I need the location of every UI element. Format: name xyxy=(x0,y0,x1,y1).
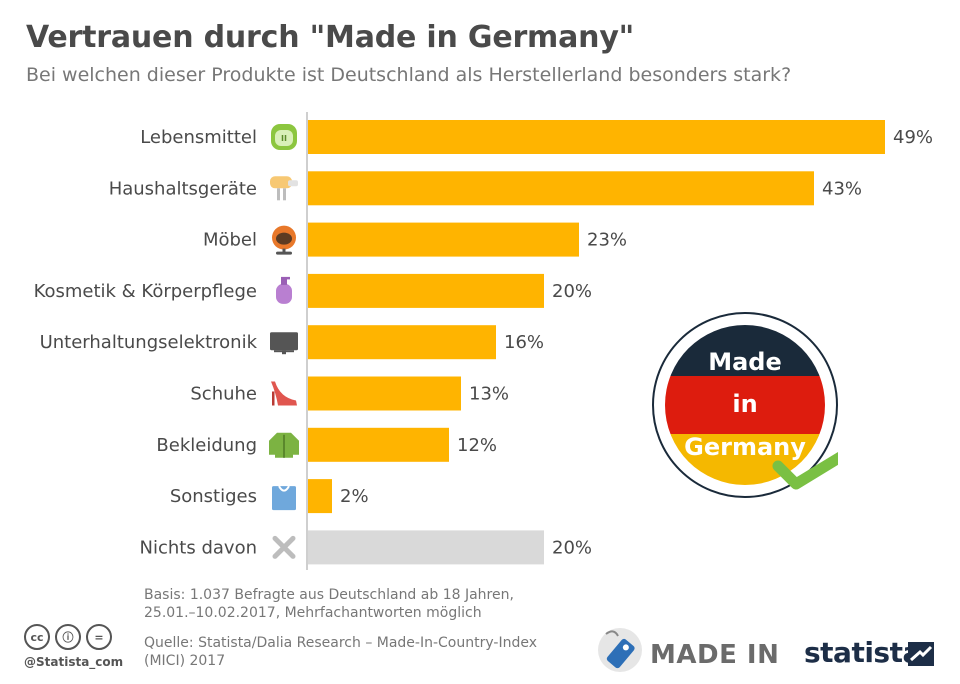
made-in-text: MADE IN xyxy=(650,640,780,670)
bars-group: Lebensmittel 49% Haushaltsgeräte 43% Möbel 23… xyxy=(34,120,933,565)
bar xyxy=(308,171,814,206)
category-label: Haushaltsgeräte xyxy=(109,178,257,199)
statista-brand[interactable]: statista xyxy=(804,636,921,669)
footnote-basis: Basis: 1.037 Befragte aus Deutschland ab… xyxy=(144,587,514,621)
bar xyxy=(308,427,449,462)
category-label: Kosmetik & Körperpflege xyxy=(34,281,257,302)
bar xyxy=(308,120,885,154)
category-label: Möbel xyxy=(203,230,257,251)
jacket-icon xyxy=(269,432,299,458)
bar xyxy=(308,273,544,308)
checkmark-icon xyxy=(772,451,838,490)
value-label: 13% xyxy=(469,384,509,405)
bar xyxy=(308,530,544,565)
bar-row: Schuhe 13% xyxy=(190,376,509,411)
bar xyxy=(308,376,461,411)
category-label: Lebensmittel xyxy=(140,127,257,148)
value-label: 23% xyxy=(587,230,627,251)
badge-line-in: in xyxy=(732,390,757,418)
cross-icon xyxy=(272,535,296,559)
made-in-germany-badge: Made in Germany xyxy=(652,312,838,498)
value-label: 20% xyxy=(552,537,592,558)
bar-row: Bekleidung 12% xyxy=(156,427,497,462)
category-label: Sonstiges xyxy=(170,486,257,507)
high-heel-icon xyxy=(271,381,297,406)
category-label: Unterhaltungselektronik xyxy=(40,332,258,353)
value-label: 2% xyxy=(340,486,369,507)
chair-icon xyxy=(272,225,296,255)
bar-row: Nichts davon 20% xyxy=(140,530,592,565)
bar xyxy=(308,479,332,514)
category-label: Schuhe xyxy=(190,384,257,405)
chart-title: Vertrauen durch "Made in Germany" xyxy=(26,20,635,55)
no-derivatives-icon[interactable]: = xyxy=(86,624,112,650)
bar-chart: Lebensmittel 49% Haushaltsgeräte 43% Möbel 23… xyxy=(34,112,933,570)
value-label: 12% xyxy=(457,435,497,456)
bar-row: Haushaltsgeräte 43% xyxy=(109,171,862,206)
value-label: 16% xyxy=(504,332,544,353)
badge-line-made: Made xyxy=(708,348,782,376)
apple-icon xyxy=(271,124,297,150)
statista-logo-icon xyxy=(908,642,934,666)
chart-subtitle: Bei welchen dieser Produkte ist Deutschl… xyxy=(26,64,792,86)
cc-icon[interactable]: cc xyxy=(24,624,50,650)
twitter-handle[interactable]: @Statista_com xyxy=(24,655,124,669)
value-label: 20% xyxy=(552,281,592,302)
bar xyxy=(308,222,579,257)
value-label: 49% xyxy=(893,127,933,148)
bar-row: Lebensmittel 49% xyxy=(140,120,933,154)
category-label: Nichts davon xyxy=(140,537,257,558)
made-in-logo[interactable]: MADE IN xyxy=(596,626,780,676)
value-label: 43% xyxy=(822,178,862,199)
price-tag-icon xyxy=(598,628,642,672)
category-label: Bekleidung xyxy=(156,435,257,456)
license-icons: cc ⓘ = xyxy=(24,624,112,650)
attribution-icon[interactable]: ⓘ xyxy=(55,624,81,650)
bar-row: Unterhaltungselektronik 16% xyxy=(40,325,544,360)
bar-row: Kosmetik & Körperpflege 20% xyxy=(34,273,592,308)
bar-row: Möbel 23% xyxy=(203,222,627,257)
footnote-source: Quelle: Statista/Dalia Research – Made-I… xyxy=(144,635,537,669)
soap-bottle-icon xyxy=(276,276,292,304)
bar-row: Sonstiges 2% xyxy=(170,479,369,514)
badge-line-germany: Germany xyxy=(684,433,806,461)
bar xyxy=(308,325,496,360)
tv-icon xyxy=(270,332,298,355)
shopping-bag-icon xyxy=(272,485,296,511)
flag-red-stripe xyxy=(665,376,825,434)
mixer-icon xyxy=(270,176,298,201)
